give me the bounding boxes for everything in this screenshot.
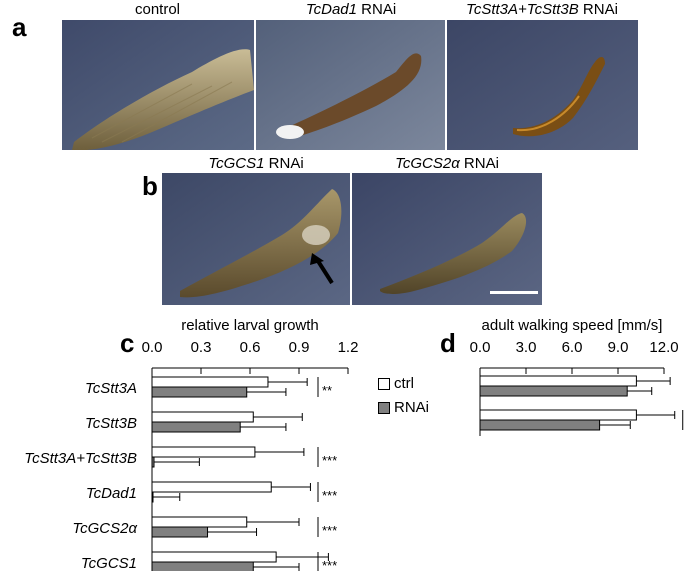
panel-label-a: a	[12, 12, 27, 42]
chart-c-bar-ctrl	[151, 446, 256, 458]
chart-d-bar-rnai	[479, 385, 628, 397]
chart-c-category-label: TcGCS2α	[72, 520, 137, 537]
chart-d-bar-rnai	[479, 419, 601, 431]
caption-tcgcs1: TcGCS1 RNAi	[208, 155, 304, 172]
caption-tcgcs2a: TcGCS2α RNAi	[395, 155, 499, 172]
chart-d-tick-label: 9.0	[608, 339, 629, 356]
chart-c-bar-rnai	[151, 561, 254, 571]
chart-c-tick-label: 0.3	[191, 339, 212, 356]
caption-tcstt3a-tcstt3b: TcStt3A+TcStt3B RNAi	[466, 1, 618, 18]
chart-c-significance: ***	[322, 558, 337, 571]
chart-d-title: adult walking speed [mm/s]	[482, 317, 663, 334]
chart-c-bar-rnai	[151, 526, 209, 538]
legend-label-rnai: RNAi	[394, 399, 430, 416]
caption-tcdad1: TcDad1 RNAi	[305, 1, 397, 18]
legend-label-ctrl: ctrl	[394, 375, 414, 392]
chart-c-significance: ***	[322, 523, 337, 538]
chart-c-tick-label: 0.6	[240, 339, 261, 356]
chart-c-bar-rnai	[151, 386, 248, 398]
legend-item-ctrl: ctrl	[378, 372, 429, 396]
chart-c-tick-label: 1.2	[338, 339, 359, 356]
photo-tcgcs2a-larva	[352, 173, 542, 305]
panel-label-b: b	[142, 171, 158, 201]
photo-tcgcs1-larva	[162, 173, 350, 305]
chart-d-bar-ctrl	[479, 375, 637, 387]
chart-c-bar-ctrl	[151, 481, 272, 493]
legend-item-rnai: RNAi	[378, 396, 429, 420]
chart-c-title: relative larval growth	[181, 317, 319, 334]
photo-control-larva	[62, 20, 254, 150]
photo-tcstt3a-tcstt3b-larva	[447, 20, 638, 150]
chart-c-category-label: TcDad1	[86, 485, 137, 502]
legend: ctrl RNAi	[378, 372, 429, 420]
caption-control: control	[134, 1, 181, 18]
chart-c-bar-ctrl	[151, 411, 254, 423]
chart-c-category-label: TcStt3B	[85, 415, 137, 432]
legend-swatch-rnai	[378, 402, 390, 414]
chart-c-significance: ***	[322, 453, 337, 468]
chart-d-tick-label: 6.0	[562, 339, 583, 356]
photo-tcdad1-larva	[256, 20, 445, 150]
chart-c-bar-ctrl	[151, 551, 277, 563]
chart-c-significance: ***	[322, 488, 337, 503]
chart-c-tick-label: 0.9	[289, 339, 310, 356]
panel-label-c: c	[120, 328, 135, 358]
chart-c-bar-rnai	[151, 421, 241, 433]
scale-bar	[490, 291, 538, 294]
legend-swatch-ctrl	[378, 378, 390, 390]
chart-c-tick-label: 0.0	[142, 339, 163, 356]
chart-c-bar-ctrl	[151, 516, 248, 528]
chart-d-tick-label: 3.0	[516, 339, 537, 356]
panel-label-d: d	[440, 328, 456, 358]
chart-d-tick-label: 12.0	[649, 339, 678, 356]
chart-d-bar-ctrl	[479, 409, 637, 421]
chart-c-category-label: TcStt3A	[85, 380, 137, 397]
chart-c-category-label: TcStt3A+TcStt3B	[24, 450, 137, 467]
chart-c-bar-ctrl	[151, 376, 269, 388]
chart-d-tick-label: 0.0	[470, 339, 491, 356]
chart-c-significance: **	[322, 383, 332, 398]
chart-c-category-label: TcGCS1	[81, 555, 137, 571]
